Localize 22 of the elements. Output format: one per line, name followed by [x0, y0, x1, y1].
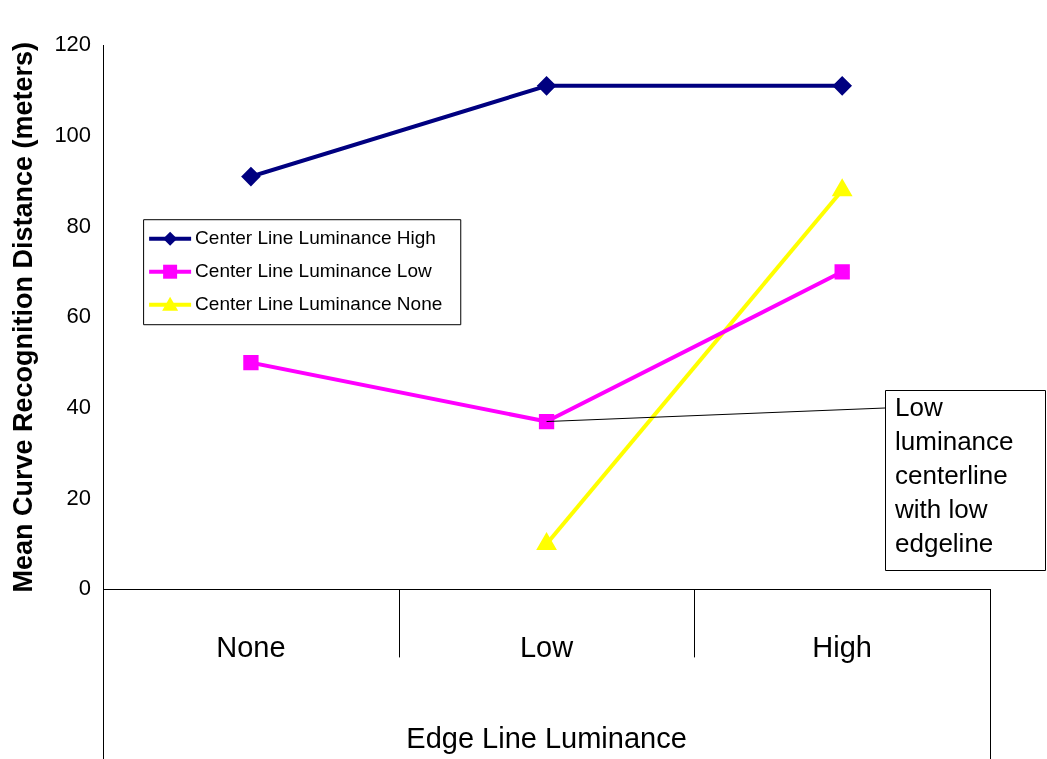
legend-label: Center Line Luminance Low: [195, 259, 432, 281]
legend-label: Center Line Luminance High: [195, 226, 436, 248]
y-tick-label: 40: [66, 394, 92, 419]
point: [833, 76, 852, 95]
y-tick-label: 60: [66, 303, 92, 329]
x-tick-label: High: [812, 630, 873, 663]
point: [243, 354, 259, 371]
y-tick-label: 20: [66, 484, 92, 510]
x-axis-title: Edge Line Luminance: [406, 721, 687, 754]
x-tick-label: Low: [519, 630, 575, 663]
x-tick-label: None: [216, 630, 286, 663]
y-tick-label: 80: [66, 212, 92, 238]
y-tick-label: 120: [54, 31, 92, 57]
annotation: Low luminance centerline with low edgeline: [894, 392, 1014, 559]
point: [538, 413, 555, 430]
point: [834, 264, 850, 280]
point: [537, 76, 556, 95]
y-tick-label: 100: [54, 121, 92, 147]
y-axis-title: Mean Curve Recognition Distance (meters): [7, 41, 38, 593]
legend-label: Center Line Luminance None: [195, 292, 443, 314]
y-tick-label: 0: [78, 575, 92, 601]
point: [241, 167, 260, 186]
